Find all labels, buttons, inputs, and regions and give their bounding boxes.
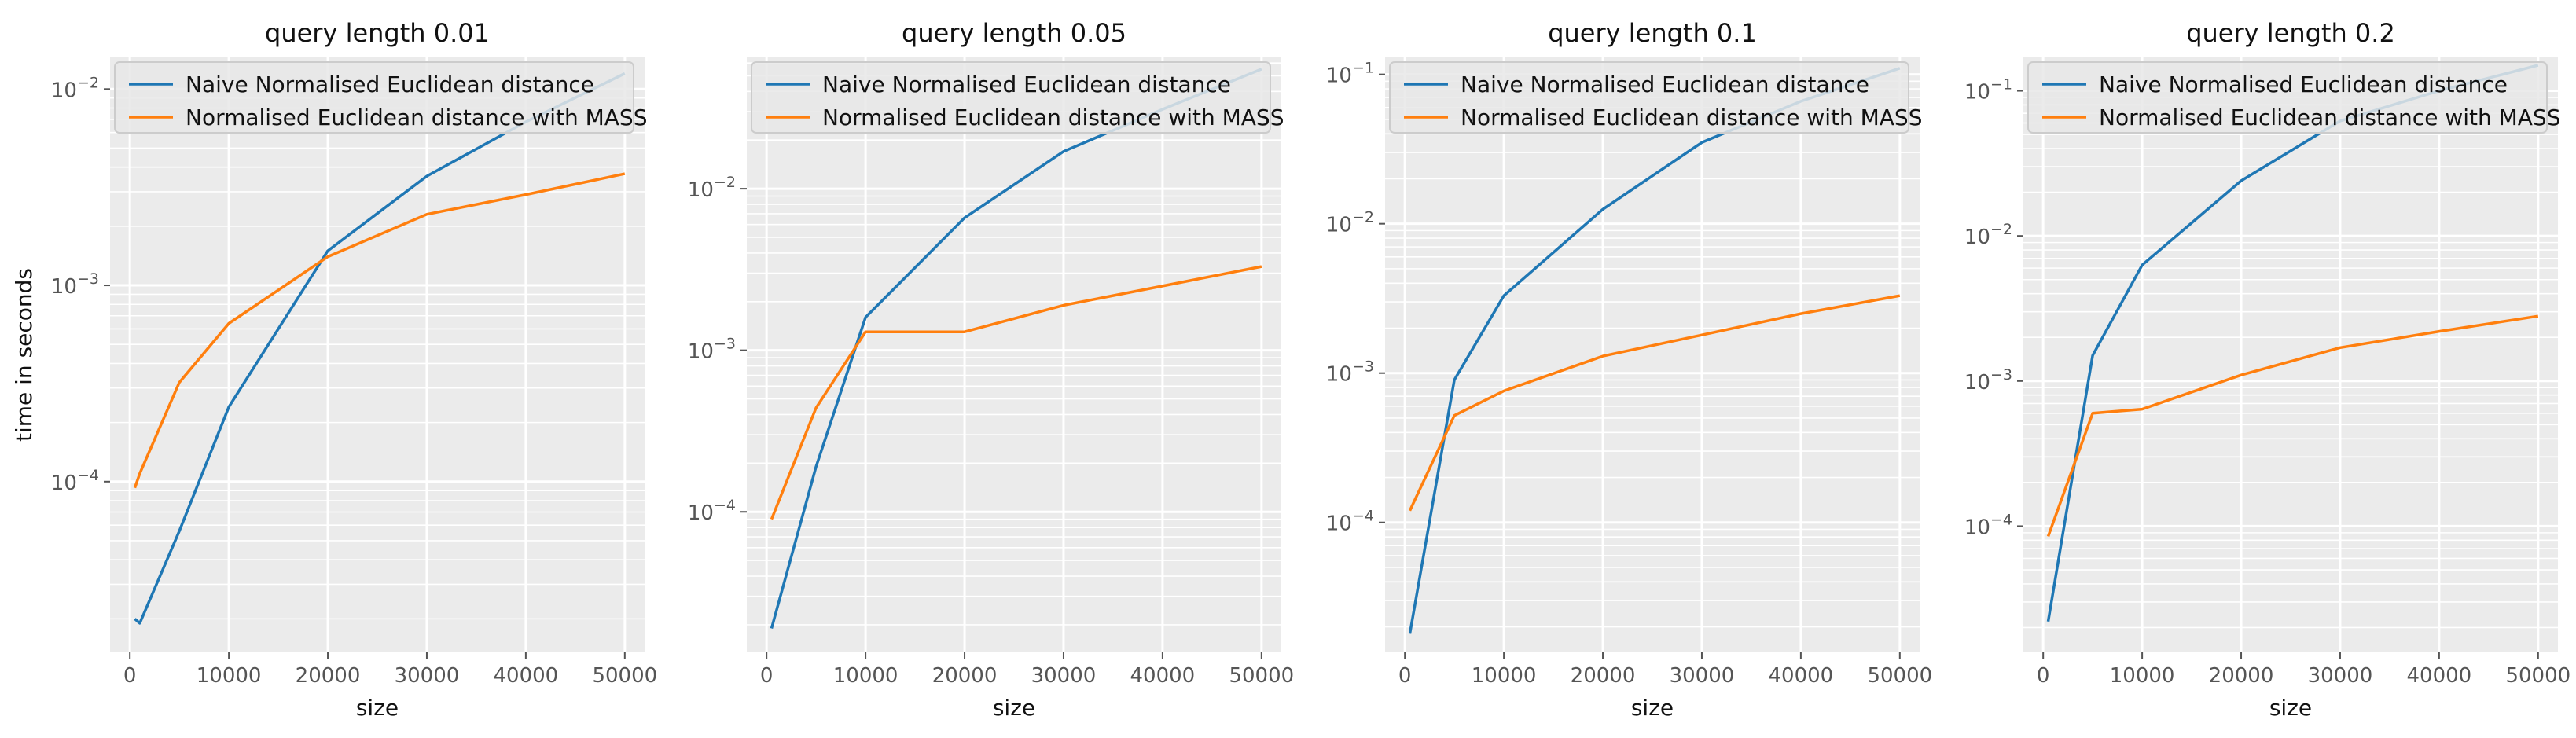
x-axis-label: size <box>356 695 399 721</box>
y-tick-label: 10−2 <box>688 174 736 202</box>
legend-box <box>2027 61 2548 134</box>
legend-box <box>114 61 634 134</box>
x-tick-label: 40000 <box>2407 664 2472 688</box>
y-tick-label: 10−3 <box>1326 358 1374 387</box>
series-line-mass <box>2046 314 2539 538</box>
x-tick-label: 0 <box>1398 664 1412 688</box>
chart-title: query length 0.01 <box>265 18 490 48</box>
legend-box <box>1389 61 1909 134</box>
legend-box <box>751 61 1271 134</box>
plot-area <box>747 57 1281 652</box>
y-tick-label: 10−3 <box>688 336 736 364</box>
y-tick-label: 10−2 <box>51 74 99 102</box>
series-line-mass <box>133 172 626 489</box>
legend-label: Normalised Euclidean distance with MASS <box>186 105 647 130</box>
x-tick-label: 20000 <box>932 664 998 688</box>
legend-label: Normalised Euclidean distance with MASS <box>822 105 1284 130</box>
y-tick-label: 10−1 <box>1326 60 1374 88</box>
y-tick-label: 10−4 <box>688 497 736 525</box>
legend: Naive Normalised Euclidean distance Norma… <box>1389 61 1922 134</box>
plot-area <box>2023 57 2558 652</box>
x-tick-label: 40000 <box>494 664 559 688</box>
x-tick-label: 50000 <box>2505 664 2570 688</box>
x-tick-label: 0 <box>2037 664 2050 688</box>
legend-label: Normalised Euclidean distance with MASS <box>1461 105 1922 130</box>
x-tick-label: 30000 <box>395 664 460 688</box>
x-tick-label: 10000 <box>197 664 262 688</box>
x-tick-label: 40000 <box>1769 664 1834 688</box>
x-axis-label: size <box>993 695 1035 721</box>
x-tick-label: 30000 <box>1031 664 1097 688</box>
chart-title: query length 0.2 <box>2186 18 2395 48</box>
x-tick-label: 20000 <box>296 664 361 688</box>
x-tick-label: 50000 <box>1867 664 1932 688</box>
x-axis-label: size <box>1631 695 1674 721</box>
legend: Naive Normalised Euclidean distance Norma… <box>2027 61 2560 134</box>
legend: Naive Normalised Euclidean distance Norma… <box>751 61 1284 134</box>
legend-label: Naive Normalised Euclidean distance <box>822 72 1231 97</box>
y-tick-label: 10−4 <box>1326 508 1374 536</box>
x-tick-label: 10000 <box>1472 664 1537 688</box>
x-tick-label: 0 <box>123 664 137 688</box>
x-tick-label: 40000 <box>1130 664 1196 688</box>
series-line-mass <box>770 265 1262 520</box>
x-tick-label: 30000 <box>2308 664 2373 688</box>
legend-label: Naive Normalised Euclidean distance <box>1461 72 1869 97</box>
chart-title: query length 0.05 <box>902 18 1126 48</box>
y-tick-label: 10−2 <box>1964 221 2012 249</box>
y-tick-label: 10−2 <box>1326 209 1374 237</box>
legend: Naive Normalised Euclidean distance Norma… <box>114 61 647 134</box>
x-tick-label: 20000 <box>2209 664 2274 688</box>
legend-label: Normalised Euclidean distance with MASS <box>2099 105 2560 130</box>
x-tick-label: 20000 <box>1571 664 1636 688</box>
chart-panel-4: 10−4 10−3 10−2 10−1 0 10000 20000 30000 40000 500… <box>1964 18 2570 721</box>
x-tick-label: 50000 <box>1229 664 1294 688</box>
plot-area <box>110 57 645 652</box>
chart-panel-3: 10−4 10−3 10−2 10−1 0 10000 20000 30000 40000 500… <box>1326 18 1932 721</box>
x-tick-label: 30000 <box>1670 664 1735 688</box>
y-axis-label: time in seconds <box>11 268 37 442</box>
y-tick-label: 10−4 <box>51 467 99 495</box>
y-tick-label: 10−4 <box>1964 511 2012 539</box>
x-tick-label: 10000 <box>833 664 898 688</box>
x-tick-label: 10000 <box>2110 664 2175 688</box>
y-tick-label: 10−1 <box>1964 76 2012 105</box>
legend-label: Naive Normalised Euclidean distance <box>186 72 594 97</box>
plot-area <box>1385 57 1920 652</box>
y-tick-label: 10−3 <box>51 270 99 299</box>
chart-panel-2: 10−4 10−3 10−2 0 10000 20000 30000 40000 50000 qu… <box>688 18 1294 721</box>
x-tick-label: 50000 <box>592 664 657 688</box>
chart-title: query length 0.1 <box>1548 18 1757 48</box>
series-line-mass <box>1408 294 1901 512</box>
y-tick-label: 10−3 <box>1964 366 2012 395</box>
chart-panel-1: 10−4 10−3 10−2 0 10000 20000 30000 40000 50000 qu… <box>11 18 657 721</box>
legend-label: Naive Normalised Euclidean distance <box>2099 72 2508 97</box>
x-axis-label: size <box>2269 695 2312 721</box>
x-tick-label: 0 <box>760 664 774 688</box>
